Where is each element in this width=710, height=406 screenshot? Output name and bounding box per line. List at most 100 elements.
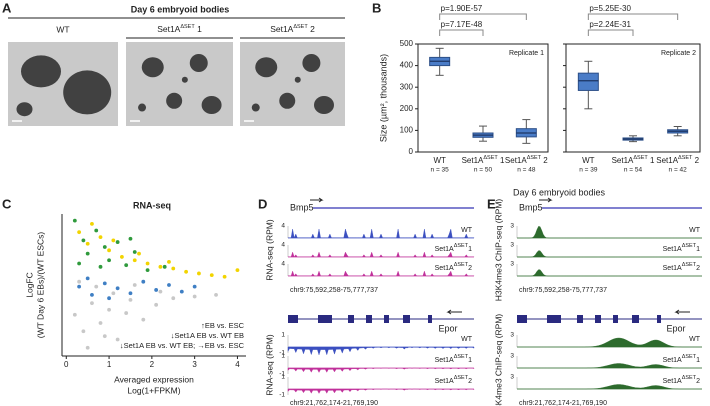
x-tick-label: 0 — [64, 360, 69, 369]
point — [171, 266, 176, 271]
exon — [595, 315, 601, 323]
n-label: n = 39 — [579, 167, 598, 174]
label-part: Set1A — [663, 246, 682, 253]
point — [81, 238, 86, 243]
y-tick-label: 300 — [400, 82, 414, 91]
scale-label: 3 — [510, 332, 514, 339]
y-axis-label: RNA-seq (RPM) — [264, 334, 274, 396]
point — [72, 312, 77, 317]
track-label: Set1AΔSET1 — [435, 354, 472, 363]
point — [192, 284, 197, 289]
label-part: Set1A — [462, 156, 484, 165]
track-label: Set1AΔSET1 — [663, 243, 700, 252]
point — [145, 268, 150, 273]
strand-arrow — [539, 197, 553, 203]
p-value: p=2.24E-31 — [589, 20, 631, 29]
embryoid-body — [201, 96, 222, 114]
bracket — [439, 13, 527, 20]
label-part: 2 — [696, 378, 700, 385]
point — [158, 264, 163, 269]
point — [72, 218, 77, 223]
gene-name: Bmp5 — [290, 202, 314, 212]
x-axis-label: Day 6 embryoid bodies — [513, 187, 606, 197]
signal — [287, 270, 475, 277]
point — [145, 261, 150, 266]
label-part: ΔSET — [454, 354, 469, 360]
y-tick-label: 100 — [400, 126, 414, 135]
embryoid-body — [21, 55, 61, 88]
point — [120, 255, 124, 259]
point — [90, 222, 94, 226]
point — [111, 238, 116, 243]
embryoid-body — [166, 92, 183, 109]
label-part: 2 — [468, 265, 472, 272]
coordinates: chr9:75,592,258-75,777,737 — [519, 287, 607, 294]
embryoid-body — [138, 103, 147, 112]
y-tick-label: 200 — [400, 104, 414, 113]
scale-label: 4 — [281, 223, 285, 230]
scale-label: 3 — [510, 242, 514, 249]
scale-label: -1 — [279, 371, 285, 378]
image-label: WT — [56, 24, 69, 34]
exon — [547, 315, 561, 323]
point — [107, 296, 111, 301]
point — [128, 297, 133, 302]
exon — [657, 315, 661, 323]
x-tick-label: 2 — [150, 360, 155, 369]
point — [115, 337, 120, 342]
signal — [287, 228, 475, 239]
y-axis-label: Size (µm², thousands) — [378, 54, 388, 142]
label-part: ΔSET — [454, 375, 469, 381]
point — [141, 317, 146, 322]
label-part: 1 — [195, 24, 202, 34]
p-value: p=7.17E-48 — [441, 20, 483, 29]
x-tick-label: WT — [433, 156, 446, 165]
point — [107, 307, 111, 312]
point — [90, 301, 94, 306]
y-axis-label: H3K4me3 ChIP-seq (RPM) — [493, 199, 503, 302]
track-label: Set1AΔSET2 — [663, 262, 700, 271]
point — [141, 279, 146, 284]
coordinates: chr9:75,592,258-75,777,737 — [290, 287, 378, 294]
label-part: 2 — [468, 378, 472, 385]
point — [167, 283, 171, 287]
signal — [287, 367, 475, 373]
signal — [517, 226, 702, 239]
label-part: 2 — [308, 24, 315, 34]
embryoid-body — [63, 70, 112, 115]
label-part: Set1A — [435, 357, 454, 364]
label-part: Set1A — [157, 24, 180, 34]
x-axis-label: Log(1+FPKM) — [127, 385, 180, 395]
exon — [577, 315, 583, 323]
box — [577, 72, 599, 91]
n-label: n = 48 — [517, 167, 536, 174]
embryoid-body — [314, 96, 334, 114]
track-label: Set1AΔSET2 — [663, 375, 700, 384]
label-part: ΔSET — [678, 155, 693, 161]
point — [98, 321, 103, 325]
x-tick-label: 3 — [192, 360, 197, 369]
strand-arrow — [310, 197, 324, 203]
embryoid-body — [251, 103, 260, 112]
label-part: ΔSET — [682, 262, 697, 268]
label-part: ΔSET — [682, 243, 697, 249]
point — [132, 250, 137, 254]
point — [94, 228, 99, 233]
label-part: Set1A — [612, 156, 634, 165]
y-axis-label: H3K4me3 ChIP-seq (RPM) — [493, 314, 503, 406]
signal — [287, 346, 475, 356]
signal — [287, 388, 475, 394]
strand-arrow — [674, 309, 690, 315]
bracket — [587, 13, 679, 20]
label-part: 1 — [468, 246, 472, 253]
scale-label: 1 — [281, 374, 285, 381]
point — [197, 271, 201, 276]
embryoid-body — [141, 57, 164, 78]
point — [107, 258, 111, 263]
label-part: 2 — [541, 156, 548, 165]
track-label: Set1AΔSET1 — [663, 354, 700, 363]
scale-label: 4 — [281, 261, 285, 268]
panel-letter: D — [258, 196, 267, 211]
